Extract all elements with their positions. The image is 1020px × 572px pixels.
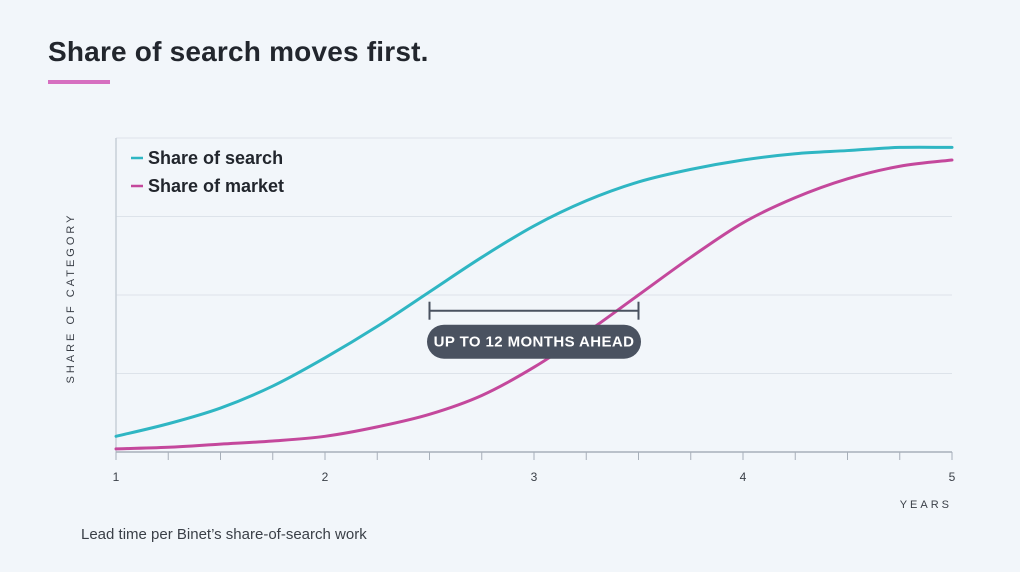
legend-entry: Share of market <box>148 176 284 196</box>
series-line-share-of-market <box>114 158 954 451</box>
series-line-share-of-search <box>114 145 954 438</box>
title-underline <box>48 80 110 84</box>
gridlines <box>116 137 952 374</box>
page-title: Share of search moves first. <box>48 36 429 67</box>
x-tick-label: 5 <box>949 470 956 484</box>
axes: 1 2 3 4 5 <box>113 138 956 484</box>
x-tick-label: 1 <box>113 470 120 484</box>
x-tick-label: 2 <box>322 470 329 484</box>
legend-entry: Share of search <box>148 148 283 168</box>
legend: Share of search Share of market <box>131 148 284 196</box>
chart-caption: Lead time per Binet’s share-of-search wo… <box>81 526 367 543</box>
x-tick-label: 4 <box>740 470 747 484</box>
x-tick-label: 3 <box>531 470 538 484</box>
annotation-layer: UP TO 12 MONTHS AHEAD <box>427 301 641 359</box>
annotation-pill <box>427 324 641 359</box>
series-layer <box>114 145 954 451</box>
x-axis-label: YEARS <box>900 499 952 511</box>
annotation-label: UP TO 12 MONTHS AHEAD <box>434 334 635 351</box>
y-axis-label: SHARE OF CATEGORY <box>65 212 77 383</box>
